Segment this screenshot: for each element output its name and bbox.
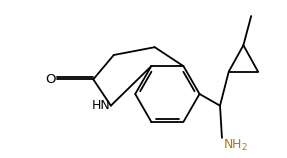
Text: O: O (45, 73, 55, 86)
Text: HN: HN (92, 99, 111, 112)
Text: NH$_2$: NH$_2$ (223, 138, 248, 153)
